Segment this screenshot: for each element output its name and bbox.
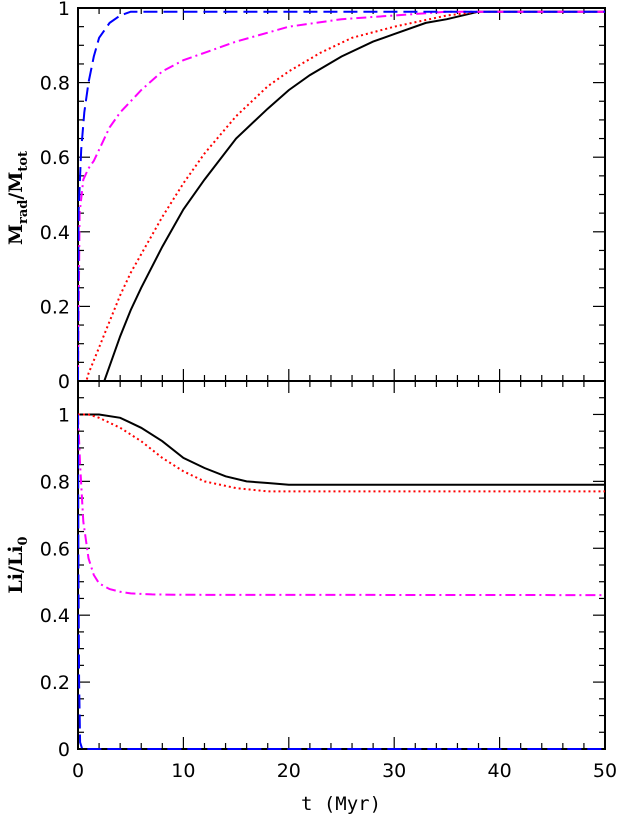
top-y-tick-label: 0.2 bbox=[40, 296, 70, 318]
top-y-tick-label: 0.6 bbox=[40, 147, 70, 169]
top-y-tick-label: 0.8 bbox=[40, 73, 70, 95]
bottom-y-tick-label: 0 bbox=[58, 739, 70, 761]
top-series-solid bbox=[78, 10, 605, 382]
bottom-y-tick-label: 0.8 bbox=[40, 471, 70, 493]
top-y-axis-label: Mrad/Mtot bbox=[5, 151, 31, 245]
top-series-dotted bbox=[78, 10, 605, 382]
x-tick-label: 30 bbox=[382, 760, 406, 782]
x-tick-label: 10 bbox=[171, 760, 195, 782]
bottom-series-solid bbox=[78, 413, 605, 486]
bottom-series-dashed bbox=[78, 414, 605, 750]
bottom-y-tick-label: 0.2 bbox=[40, 672, 70, 694]
bottom-y-tick-label: 0.6 bbox=[40, 538, 70, 560]
top-y-tick-label: 0.4 bbox=[40, 222, 70, 244]
bottom-panel: 00.20.40.60.810 10 20 30 40 50 bbox=[40, 380, 617, 782]
x-tick-label: 0 bbox=[72, 760, 84, 782]
x-axis-label: t (Myr) bbox=[301, 793, 381, 815]
top-series-dashed bbox=[78, 10, 605, 382]
top-series-dashdot bbox=[78, 10, 605, 382]
top-plot-frame bbox=[77, 7, 606, 382]
bottom-y-tick-label: 1 bbox=[58, 404, 70, 426]
bottom-series-dashdot bbox=[78, 414, 605, 597]
top-y-tick-label: 1 bbox=[58, 0, 70, 20]
top-panel: 0 0.2 0.4 0.6 0.8 1 bbox=[40, 0, 606, 393]
bottom-series-dotted bbox=[78, 413, 605, 493]
x-tick-label: 40 bbox=[488, 760, 512, 782]
bottom-y-axis-label: Li/Li0 bbox=[5, 536, 31, 593]
x-tick-label: 20 bbox=[277, 760, 301, 782]
bottom-plot-frame bbox=[77, 380, 606, 750]
top-y-tick-label: 0 bbox=[58, 371, 70, 393]
bottom-y-tick-label: 0.4 bbox=[40, 605, 70, 627]
x-tick-label: 50 bbox=[593, 760, 617, 782]
